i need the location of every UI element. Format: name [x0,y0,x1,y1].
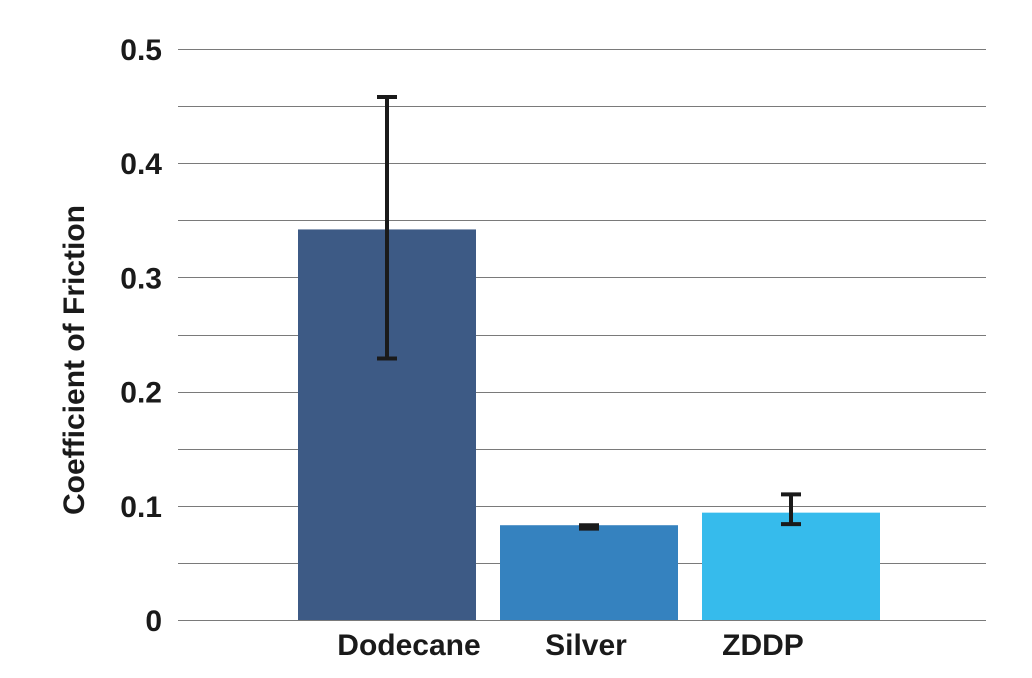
y-axis-title: Coefficient of Friction [58,205,91,515]
bar-zddp [702,512,880,620]
x-category-label: ZDDP [722,629,804,662]
y-tick-label: 0.4 [120,148,162,181]
y-tick-label: 0.2 [120,377,162,410]
error-bar-dodecane [377,94,397,361]
bars [298,229,880,620]
y-tick-label: 0.5 [120,34,162,67]
error-bars [377,94,801,531]
x-category-label: Dodecane [337,629,480,662]
x-category-label: Silver [545,629,627,662]
y-axis-tick-labels: 0 0.1 0.2 0.3 0.4 0.5 [120,34,162,638]
x-axis-category-labels: Dodecane Silver ZDDP [337,629,804,662]
error-bar-zddp [781,492,801,527]
y-tick-label: 0.3 [120,262,162,295]
error-bar-silver [579,523,599,531]
y-tick-label: 0.1 [120,491,162,524]
y-tick-label: 0 [145,605,162,638]
bar-silver [500,525,678,620]
